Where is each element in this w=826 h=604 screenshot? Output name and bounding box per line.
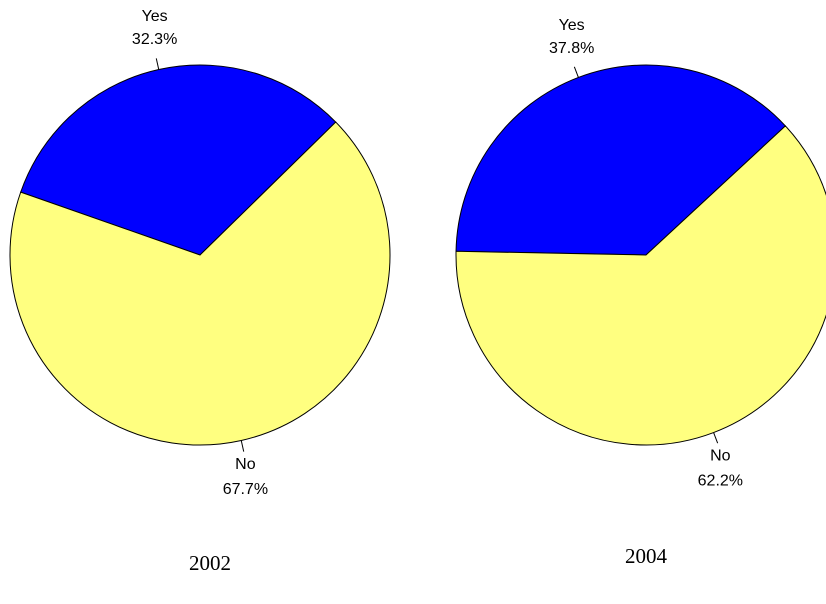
leader-line (573, 66, 579, 78)
slice-value-label: 32.3% (132, 31, 177, 48)
slice-value-label: 67.7% (223, 481, 268, 498)
pie-slice (9, 121, 391, 446)
slice-value-label: 37.8% (549, 40, 594, 57)
leader-line (155, 58, 160, 70)
pie-slice (20, 64, 337, 256)
chart-title: 2002 (189, 551, 231, 575)
leader-line (240, 440, 245, 452)
slice-label: Yes (142, 8, 168, 25)
slice-value-label: 62.2% (698, 473, 743, 490)
leader-line (713, 432, 719, 444)
slice-label: No (710, 448, 731, 465)
chart-title: 2004 (625, 544, 668, 568)
slice-label: Yes (559, 17, 585, 34)
slice-label: No (235, 456, 256, 473)
pie-slice (455, 125, 826, 446)
